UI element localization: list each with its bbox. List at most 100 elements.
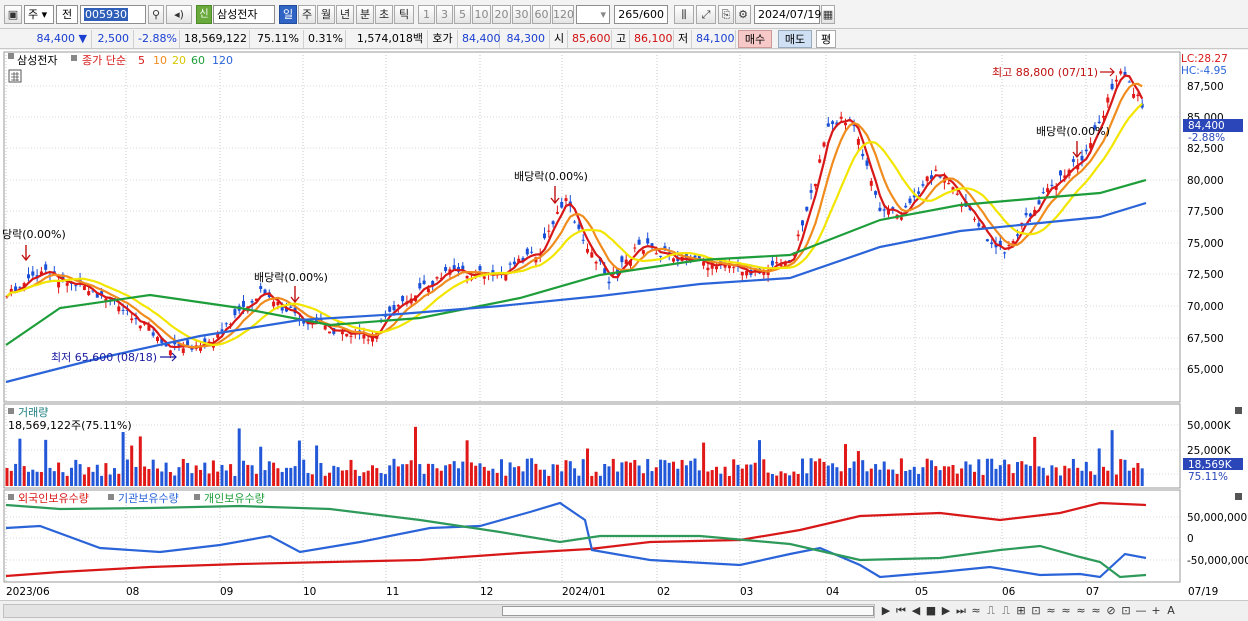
- gear-icon[interactable]: ⚙: [735, 5, 751, 24]
- candle-body: [401, 296, 405, 302]
- zoom-out-icon[interactable]: —: [1135, 604, 1147, 617]
- erase-icon[interactable]: ⊘: [1106, 604, 1116, 617]
- candle-body: [882, 209, 886, 211]
- stock-name-field[interactable]: 삼성전자: [213, 5, 275, 24]
- volume-bar: [1093, 474, 1097, 486]
- interval-custom[interactable]: ▾: [576, 5, 610, 24]
- flat-button[interactable]: 평: [816, 30, 836, 48]
- zoom-range-icon[interactable]: ⎍: [987, 604, 995, 617]
- price-y-tick: 72,500: [1187, 269, 1224, 281]
- next-icon[interactable]: ▶: [941, 604, 951, 617]
- volume-bar: [1059, 475, 1062, 486]
- trend-icon-3[interactable]: ≈: [1076, 604, 1086, 617]
- trend-icon-1[interactable]: ≈: [1046, 604, 1056, 617]
- volume-bar: [448, 464, 452, 486]
- volume-bar: [573, 468, 577, 486]
- interval-5[interactable]: 5: [454, 5, 471, 24]
- interval-10[interactable]: 10: [472, 5, 491, 24]
- volume-bar: [667, 462, 671, 486]
- chart-area[interactable]: 삼성전자 종가 단순 5 10 20 60 120 LC:28.27 HC:-4…: [0, 50, 1248, 600]
- volume-bar: [487, 470, 491, 486]
- period-year[interactable]: 년: [336, 5, 354, 24]
- candle-body: [323, 325, 327, 330]
- buy-button[interactable]: 매수: [738, 30, 772, 48]
- volume-bar: [1011, 473, 1015, 486]
- stock-code-input[interactable]: 005930: [80, 5, 146, 24]
- period-second[interactable]: 초: [375, 5, 393, 24]
- interval-60[interactable]: 60: [532, 5, 551, 24]
- period-week[interactable]: 주: [298, 5, 316, 24]
- play-icon[interactable]: ▶: [881, 604, 891, 617]
- candle-body: [831, 121, 835, 125]
- volume-bar: [809, 458, 813, 486]
- holding-close-icon[interactable]: [1235, 493, 1242, 500]
- chart-type-icon[interactable]: ⎍: [1002, 604, 1010, 617]
- volume-close-icon[interactable]: [1235, 407, 1242, 414]
- copy-icon[interactable]: ⊡: [1121, 604, 1131, 617]
- holding-toggle-icon[interactable]: [8, 494, 14, 500]
- volume-toggle-icon[interactable]: [8, 408, 14, 414]
- candle-body: [581, 239, 585, 241]
- interval-30[interactable]: 30: [512, 5, 531, 24]
- volume-bar: [461, 461, 465, 486]
- trend-icon-4[interactable]: ≈: [1091, 604, 1101, 617]
- hc-label: HC:-4.95: [1181, 65, 1227, 77]
- period-month[interactable]: 월: [317, 5, 335, 24]
- volume-bar: [267, 461, 271, 486]
- candle-body: [629, 260, 632, 266]
- period-tick[interactable]: 틱: [394, 5, 414, 24]
- volume-bar: [388, 465, 392, 486]
- candle-type-icon[interactable]: ⫼: [674, 5, 694, 24]
- grid-icon[interactable]: ⊞: [1016, 604, 1026, 617]
- scrollbar-thumb[interactable]: [502, 606, 874, 616]
- trade-amount: 1,574,018백만: [346, 30, 428, 63]
- interval-20[interactable]: 20: [492, 5, 511, 24]
- stop-icon[interactable]: ■: [925, 604, 937, 617]
- draw-line-icon[interactable]: ⤢: [696, 5, 716, 24]
- speaker-icon[interactable]: ◂): [166, 5, 192, 24]
- volume-bar: [78, 464, 82, 486]
- candle-body: [362, 334, 366, 339]
- prev-icon[interactable]: ◀: [911, 604, 921, 617]
- screenshot-icon[interactable]: ⎘: [718, 5, 734, 24]
- volume-bar: [801, 458, 804, 486]
- sell-button[interactable]: 매도: [778, 30, 812, 48]
- legend-individual: 개인보유수량: [204, 492, 265, 505]
- interval-1[interactable]: 1: [418, 5, 435, 24]
- ma-toggle-icon[interactable]: [71, 55, 77, 61]
- calendar-icon[interactable]: ▦: [821, 5, 835, 24]
- trend-icon-2[interactable]: ≈: [1061, 604, 1071, 617]
- chart-scrollbar[interactable]: [3, 604, 875, 618]
- volume-bar: [9, 470, 13, 486]
- interval-3[interactable]: 3: [436, 5, 453, 24]
- individual-toggle-icon[interactable]: [194, 494, 200, 500]
- candle-body: [508, 263, 512, 265]
- search-icon[interactable]: ⚲: [148, 5, 164, 24]
- window-icon[interactable]: ▣: [4, 5, 22, 24]
- volume-bar: [663, 460, 667, 486]
- interval-120[interactable]: 120: [552, 5, 574, 24]
- type-select[interactable]: 주 ▾: [24, 5, 54, 24]
- candle-body: [809, 190, 813, 193]
- volume-bar: [5, 468, 9, 486]
- panel-icon[interactable]: ⊡: [1031, 604, 1041, 617]
- candle-body: [27, 274, 30, 279]
- last-icon[interactable]: ⏭: [956, 604, 966, 617]
- count-field[interactable]: 265/600: [614, 5, 668, 24]
- date-field[interactable]: 2024/07/19: [754, 5, 821, 24]
- volume-bar: [977, 459, 981, 486]
- first-icon[interactable]: ⏮: [896, 604, 906, 617]
- table-icon[interactable]: [8, 69, 22, 83]
- range-slider-icon[interactable]: ≈: [971, 604, 981, 617]
- panel-toggle-icon[interactable]: [8, 53, 14, 59]
- volume-bar: [168, 471, 172, 486]
- institution-toggle-icon[interactable]: [108, 494, 114, 500]
- font-icon[interactable]: A: [1167, 604, 1175, 617]
- period-day[interactable]: 일: [279, 5, 297, 24]
- period-minute[interactable]: 분: [356, 5, 374, 24]
- zoom-in-icon[interactable]: +: [1151, 604, 1161, 617]
- volume-bar: [272, 462, 276, 486]
- volume-bar: [1127, 470, 1131, 486]
- volume-bar: [113, 468, 116, 486]
- market-prefix[interactable]: 전: [56, 5, 78, 24]
